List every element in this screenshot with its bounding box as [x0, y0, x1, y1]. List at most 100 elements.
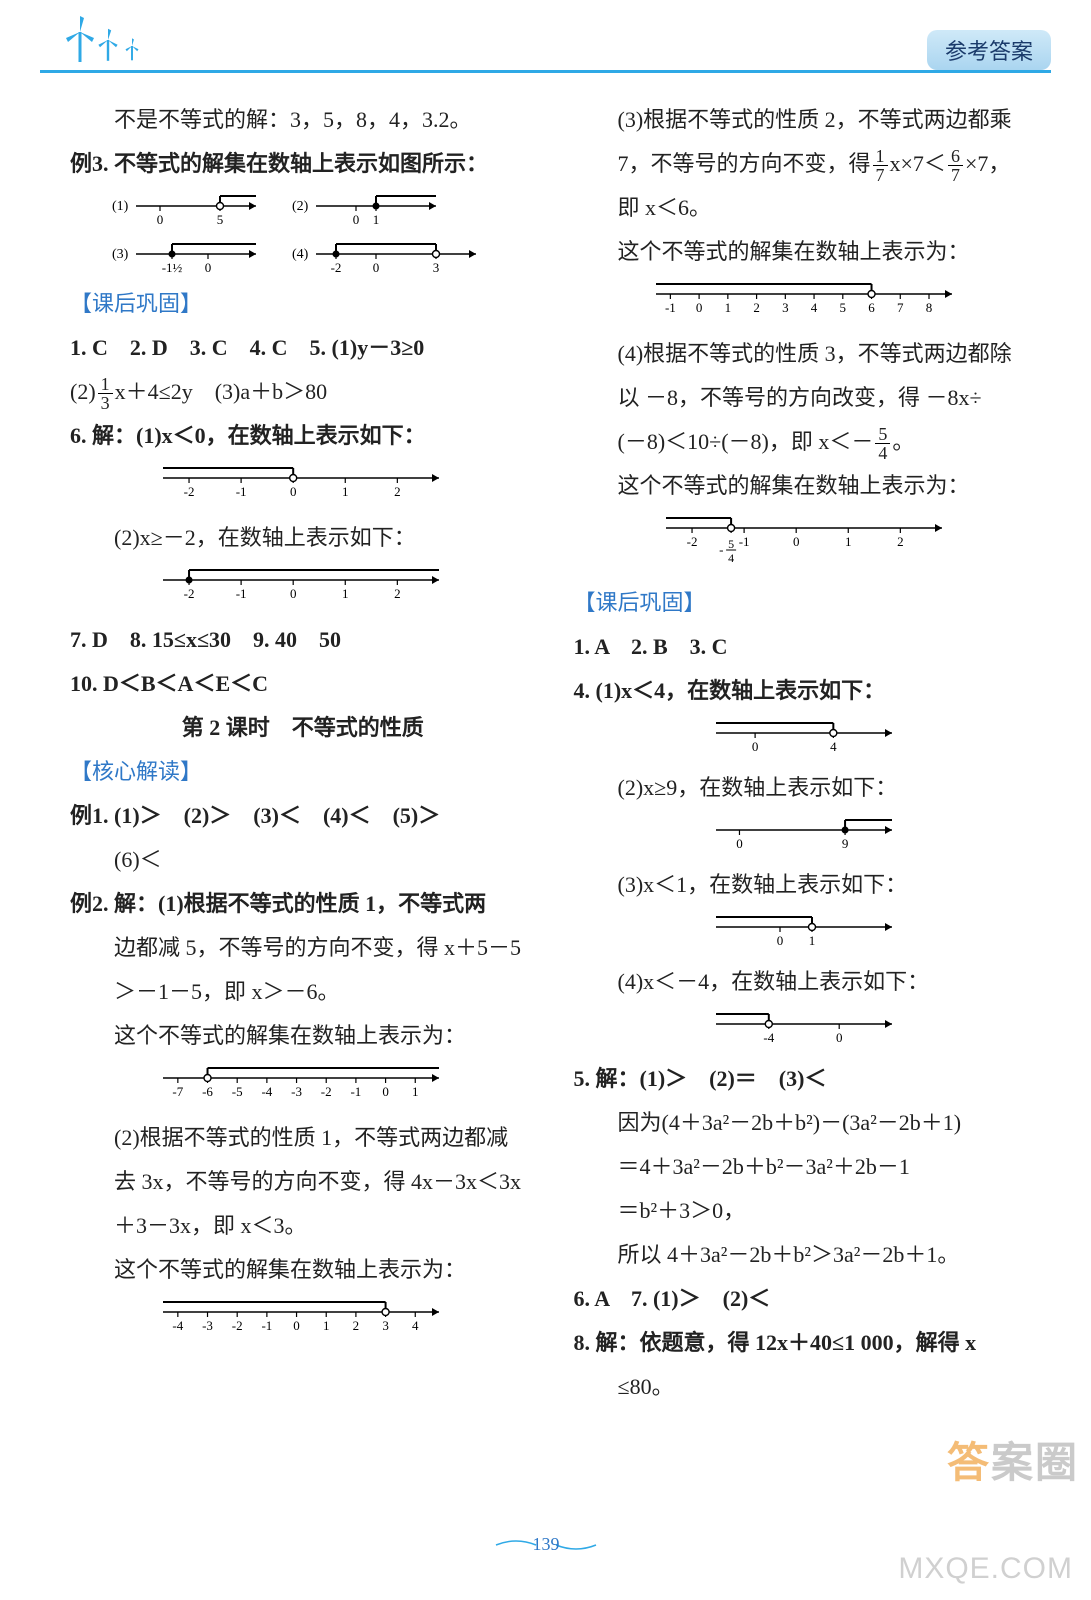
svg-text:5: 5 [217, 212, 224, 227]
text: 这个不等式的解集在数轴上表示为： [70, 1248, 536, 1292]
figure-row: 0 5 (1) 01(2) [110, 186, 536, 234]
text: 7，不等号的方向不变，得17x×7＜67×7， [574, 142, 1040, 186]
numline-q4-2: 09 [706, 814, 906, 859]
svg-text:-3: -3 [291, 1084, 302, 1099]
svg-text:-3: -3 [202, 1318, 213, 1333]
text: (2)x≥9，在数轴上表示如下： [574, 766, 1040, 810]
svg-text:-2: -2 [183, 484, 194, 499]
svg-text:-2: -2 [331, 260, 342, 275]
text: 因为(4＋3a²－2b＋b²)－(3a²－2b＋1) [574, 1101, 1040, 1145]
text: 这个不等式的解集在数轴上表示为： [574, 464, 1040, 508]
text: 1. C 2. D 3. C 4. C 5. (1)y－3≥0 [70, 326, 536, 370]
numline-q4-3: 01 [706, 911, 906, 956]
text: ＞－1－5，即 x＞－6。 [70, 970, 536, 1014]
svg-text:2: 2 [897, 534, 904, 549]
text: 4. (1)x＜4，在数轴上表示如下： [574, 669, 1040, 713]
lesson-title: 第 2 课时 不等式的性质 [70, 706, 536, 750]
svg-text:3: 3 [433, 260, 440, 275]
section-heading: 【课后巩固】 [574, 581, 1040, 625]
content-area: 不是不等式的解：3，5，8，4，3.2。 例3. 不等式的解集在数轴上表示如图所… [70, 98, 1039, 1520]
numline-ex3-1: 0 5 (1) [110, 190, 270, 230]
text: 例1. (1)＞ (2)＞ (3)＜ (4)＜ (5)＞ [70, 794, 536, 838]
svg-text:0: 0 [836, 1030, 843, 1045]
svg-text:-2: -2 [687, 534, 698, 549]
numline-ex3-4: -203(4) [290, 238, 490, 278]
text: 所以 4＋3a²－2b＋b²＞3a²－2b＋1。 [574, 1233, 1040, 1277]
svg-text:1: 1 [342, 484, 349, 499]
svg-text:0: 0 [157, 212, 164, 227]
svg-text:-1: -1 [350, 1084, 361, 1099]
pagenum-decoration: 139 [486, 1532, 606, 1558]
svg-text:0: 0 [382, 1084, 389, 1099]
text: 6. A 7. (1)＞ (2)＜ [574, 1277, 1040, 1321]
header-label: 参考答案 [927, 30, 1051, 70]
svg-text:-2: -2 [183, 586, 194, 601]
svg-text:0: 0 [290, 484, 297, 499]
svg-text:0: 0 [736, 836, 743, 851]
text: (2)根据不等式的性质 1，不等式两边都减 [70, 1116, 536, 1160]
svg-text:8: 8 [926, 300, 933, 315]
text: 这个不等式的解集在数轴上表示为： [70, 1014, 536, 1058]
svg-text:-2: -2 [321, 1084, 332, 1099]
text: 6. 解：(1)x＜0，在数轴上表示如下： [70, 414, 536, 458]
svg-text:5: 5 [728, 537, 734, 551]
text: (6)＜ [70, 838, 536, 882]
text: (3)x＜1，在数轴上表示如下： [574, 863, 1040, 907]
section-heading: 【核心解读】 [70, 750, 536, 794]
left-column: 不是不等式的解：3，5，8，4，3.2。 例3. 不等式的解集在数轴上表示如图所… [70, 98, 536, 1520]
svg-text:2: 2 [394, 586, 401, 601]
text: 7，不等号的方向不变，得 [618, 151, 871, 176]
svg-text:-1: -1 [739, 534, 750, 549]
svg-text:0: 0 [793, 534, 800, 549]
text: ×7， [965, 151, 1010, 176]
fraction: 67 [948, 147, 963, 184]
text: (4)根据不等式的性质 3，不等式两边都除 [574, 332, 1040, 376]
svg-text:(1): (1) [112, 199, 129, 214]
svg-text:139: 139 [532, 1534, 559, 1554]
watermark-cn: 答案圈 [947, 1429, 1079, 1490]
svg-text:7: 7 [897, 300, 904, 315]
svg-text:-7: -7 [172, 1084, 183, 1099]
svg-text:5: 5 [840, 300, 847, 315]
fraction: 17 [873, 147, 888, 184]
text: ＝4＋3a²－2b＋b²－3a²＋2b－1 [574, 1145, 1040, 1189]
svg-text:0: 0 [777, 933, 784, 948]
text: 不是不等式的解：3，5，8，4，3.2。 [70, 98, 536, 142]
svg-text:2: 2 [352, 1318, 359, 1333]
text: 例3. 不等式的解集在数轴上表示如图所示： [70, 142, 536, 186]
text: (－8)＜10÷(－8)，即 x＜－54。 [574, 420, 1040, 464]
svg-text:-1: -1 [665, 300, 676, 315]
svg-text:-2: -2 [232, 1318, 243, 1333]
svg-text:3: 3 [782, 300, 789, 315]
numline-q4-4: -4 0 [706, 1008, 906, 1053]
text: 。 [892, 429, 914, 454]
svg-text:(2): (2) [292, 199, 309, 214]
svg-text:6: 6 [869, 300, 876, 315]
numline-q6-1: -2-1012 [153, 462, 453, 512]
svg-text:-1: -1 [235, 586, 246, 601]
text: (2)x≥－2，在数轴上表示如下： [70, 516, 536, 560]
watermark-en: MXQE.COM [898, 1552, 1073, 1586]
svg-text:4: 4 [830, 739, 837, 754]
svg-text:-: - [719, 542, 723, 557]
numline-ex2-2: -4-3-2-101234 [153, 1296, 453, 1346]
text: 这个不等式的解集在数轴上表示为： [574, 230, 1040, 274]
fraction: 54 [875, 425, 890, 462]
svg-text:-4: -4 [261, 1084, 272, 1099]
svg-text:0: 0 [353, 212, 360, 227]
svg-text:1: 1 [845, 534, 852, 549]
svg-text:-1½: -1½ [162, 260, 183, 275]
text: 10. D＜B＜A＜E＜C [70, 662, 536, 706]
numline-ex3-2: 01(2) [290, 190, 450, 230]
text: 5. 解：(1)＞ (2)＝ (3)＜ [574, 1057, 1040, 1101]
svg-text:1: 1 [725, 300, 732, 315]
numline-q6-2: -2-1012 [153, 564, 453, 614]
page-header: 参考答案 [0, 0, 1091, 76]
svg-text:-1: -1 [235, 484, 246, 499]
watermark-cn-rest: 案圈 [991, 1439, 1079, 1486]
svg-text:4: 4 [728, 551, 734, 565]
svg-text:2: 2 [754, 300, 761, 315]
svg-text:0: 0 [205, 260, 212, 275]
svg-text:-4: -4 [764, 1030, 775, 1045]
watermark-cn-first: 答 [947, 1439, 991, 1486]
